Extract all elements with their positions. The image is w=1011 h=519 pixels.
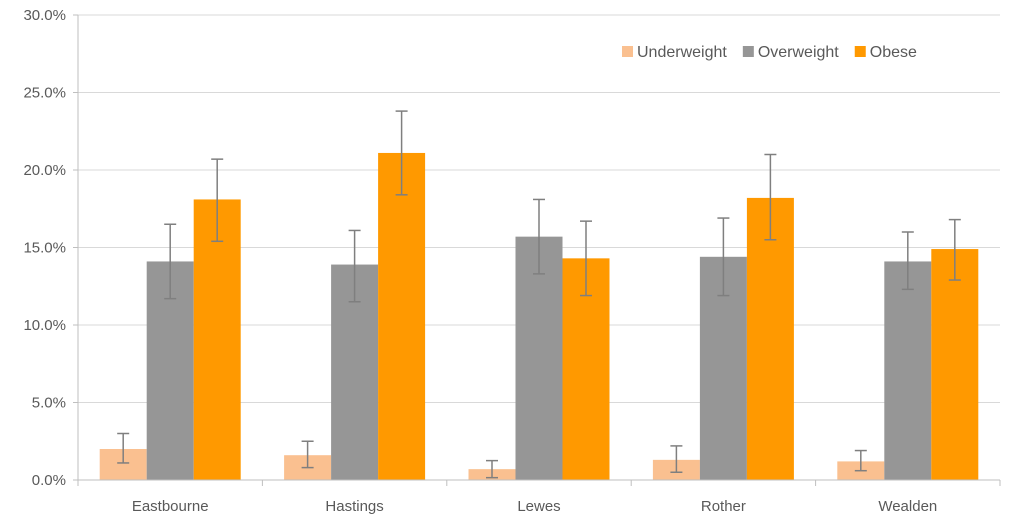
legend-swatch-overweight [742, 46, 754, 57]
x-tick-label: Eastbourne [132, 498, 209, 515]
y-tick-label: 10.0% [23, 317, 66, 334]
bars [99, 152, 979, 480]
y-axis: 0.0% 5.0% 10.0% 15.0% 20.0% 25.0% 30.0% [23, 7, 79, 489]
error-bars [117, 110, 961, 479]
bar-obese-rother [746, 197, 794, 480]
y-tick-label: 25.0% [23, 85, 66, 102]
bar-obese-eastbourne [193, 199, 241, 480]
legend-label-underweight: Underweight [637, 44, 727, 61]
legend-label-overweight: Overweight [758, 44, 839, 61]
legend-swatch-underweight [622, 46, 633, 57]
y-tick-label: 20.0% [23, 162, 66, 179]
y-tick-label: 30.0% [23, 7, 66, 24]
bar-overweight-wealden [884, 261, 932, 480]
bar-obese-hastings [378, 152, 426, 480]
legend-label-obese: Obese [870, 44, 917, 61]
x-axis: Eastbourne Hastings Lewes Rother Wealden [77, 479, 1001, 515]
x-tick-label: Wealden [878, 498, 937, 515]
y-tick-label: 15.0% [23, 240, 66, 257]
legend-swatch-obese [854, 46, 866, 57]
bar-obese-wealden [931, 249, 979, 480]
bar-overweight-lewes [515, 236, 563, 480]
x-tick-label: Rother [701, 498, 746, 515]
x-tick-label: Lewes [517, 498, 560, 515]
y-tick-label: 5.0% [32, 395, 66, 412]
legend: Underweight Overweight Obese [622, 44, 917, 61]
y-tick-label: 0.0% [32, 472, 66, 489]
x-tick-label: Hastings [325, 498, 383, 515]
